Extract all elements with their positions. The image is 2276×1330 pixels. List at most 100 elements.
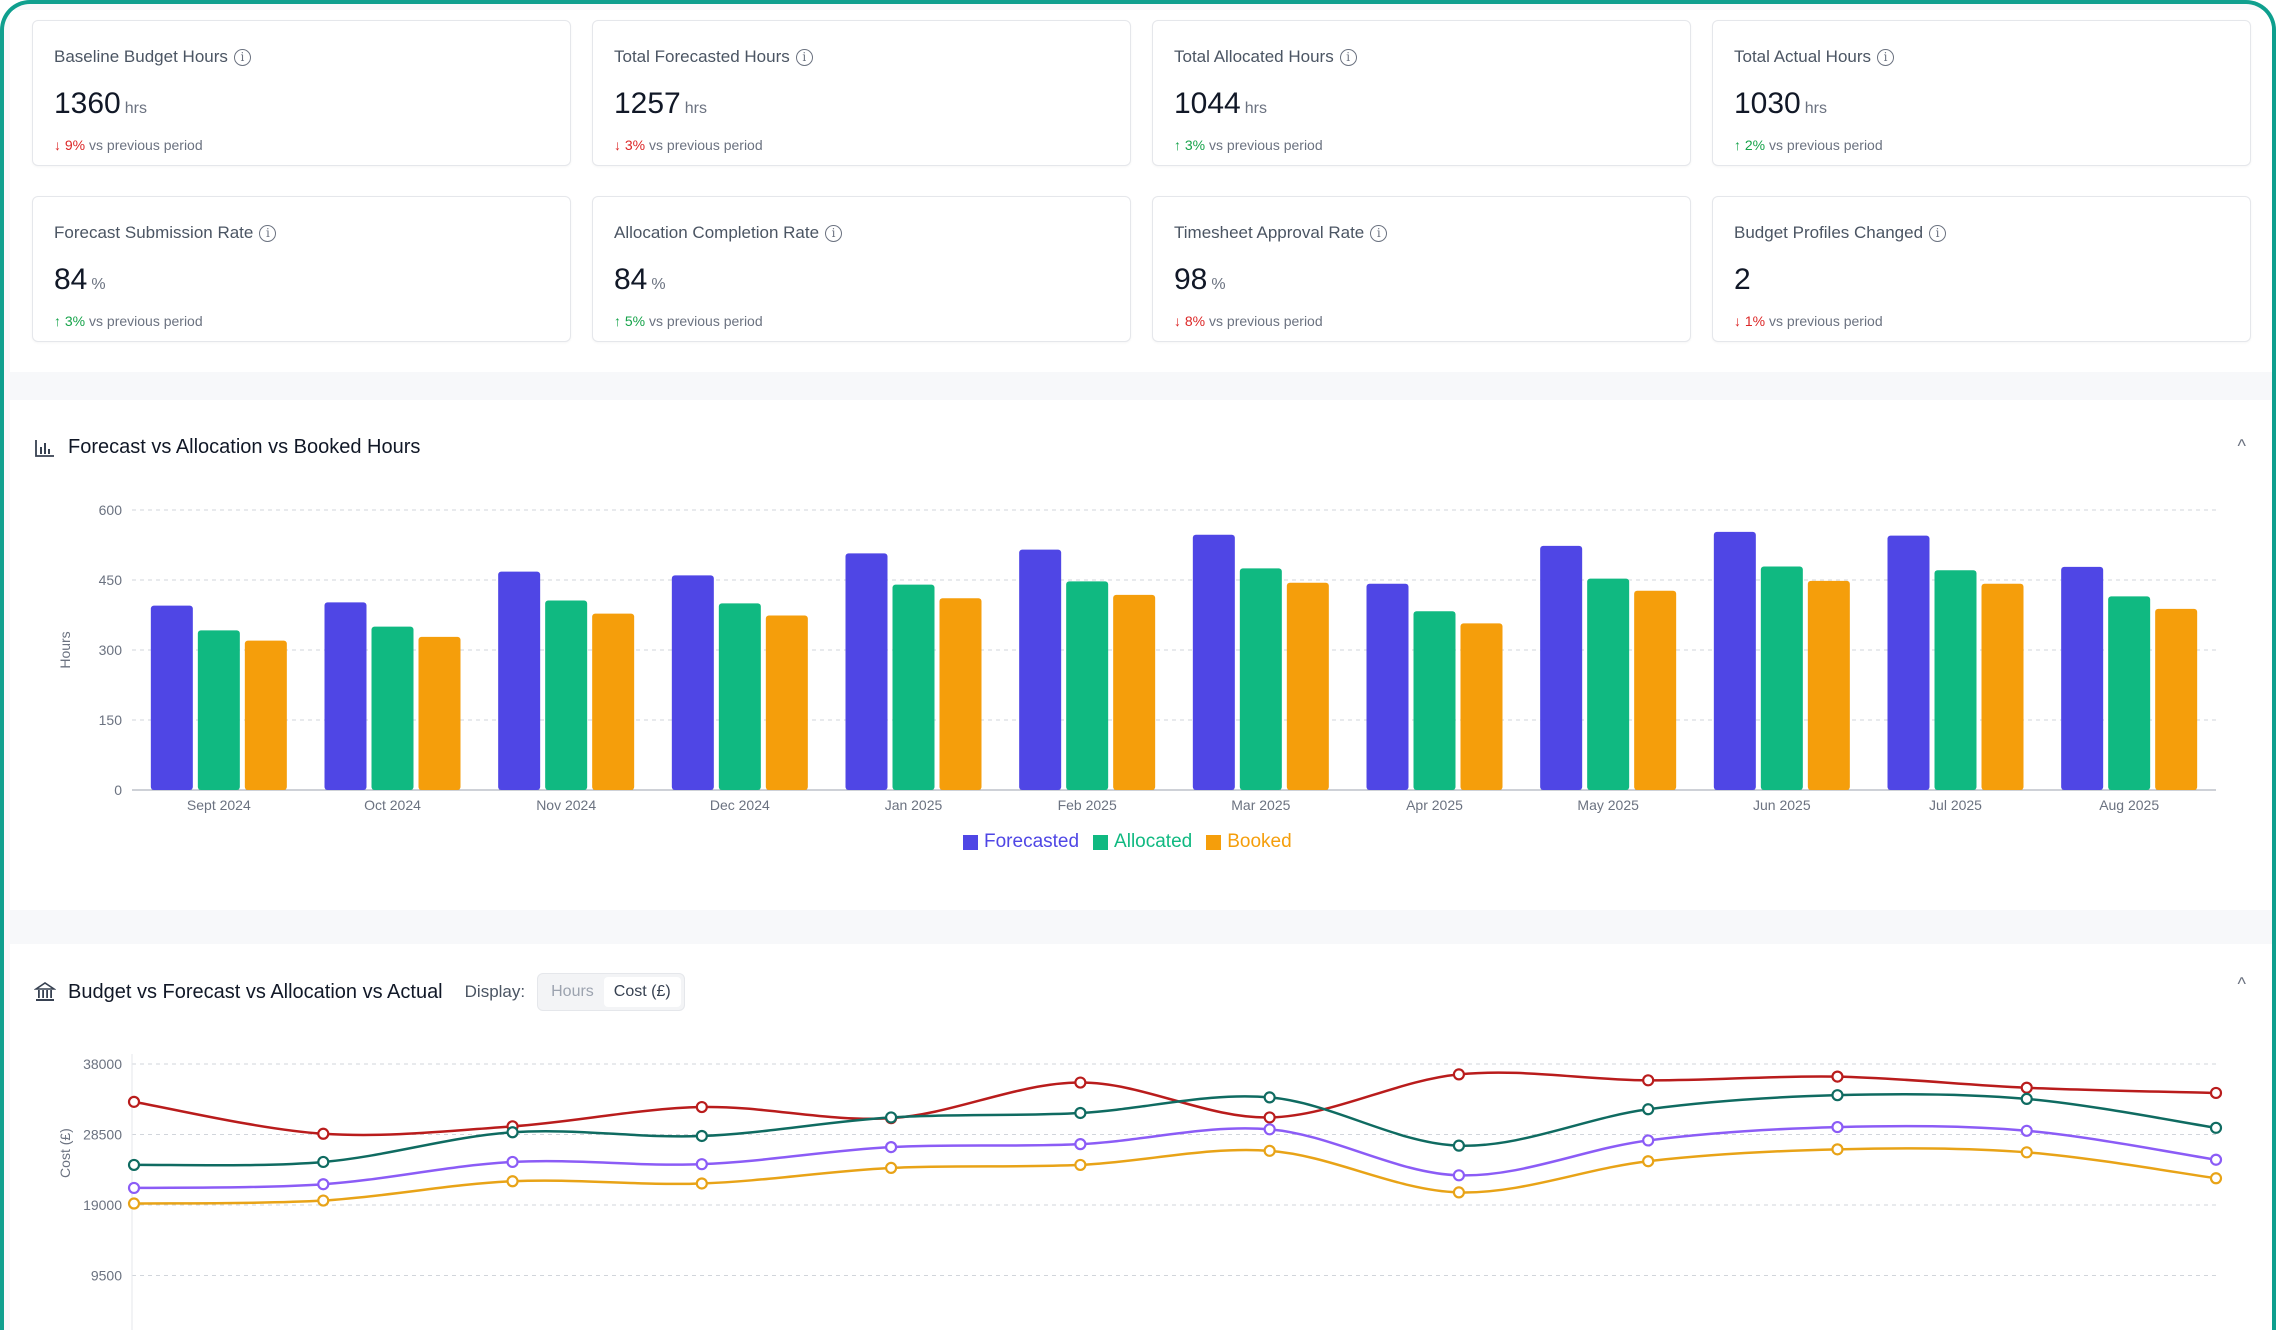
y-tick-label: 300 (99, 642, 123, 658)
kpi-number: 1044 (1174, 87, 1241, 120)
bar-forecasted (150, 605, 193, 790)
y-tick-label: 9500 (91, 1268, 122, 1284)
bar-booked (765, 615, 808, 790)
series-line (133, 1147, 2217, 1205)
data-point (317, 1155, 330, 1169)
collapse-chevron-icon[interactable]: ^ (2237, 974, 2246, 994)
delta-suffix: vs previous period (649, 137, 763, 153)
data-point (884, 1161, 898, 1174)
bar-forecasted (324, 602, 367, 790)
delta-suffix: vs previous period (89, 313, 203, 329)
delta-suffix: vs previous period (89, 137, 203, 153)
toggle-hours[interactable]: Hours (551, 983, 594, 1000)
bar-forecasted (1713, 531, 1756, 790)
data-point (1074, 1138, 1087, 1151)
info-icon[interactable]: i (795, 48, 813, 66)
bar-booked (418, 636, 461, 790)
bar-forecasted (671, 575, 714, 790)
y-tick-label: 150 (99, 712, 123, 728)
collapse-chevron-icon[interactable]: ^ (2237, 436, 2246, 456)
kpi-value: 1044 hrs (1174, 87, 1267, 121)
data-point (695, 1129, 708, 1143)
data-point (695, 1158, 708, 1171)
x-tick-label: May 2025 (1577, 797, 1639, 813)
kpi-number: 1257 (614, 87, 681, 120)
kpi-value: 1030 hrs (1734, 87, 1827, 121)
data-point (884, 1111, 898, 1124)
legend-item-forecasted[interactable]: Forecasted (963, 831, 1079, 853)
y-tick-label: 450 (99, 572, 123, 588)
bar-forecasted (2061, 566, 2104, 790)
data-point (2020, 1146, 2033, 1159)
kpi-label-text: Timesheet Approval Rate (1174, 223, 1365, 242)
data-point (506, 1126, 519, 1139)
delta-percent: 3% (1184, 137, 1206, 153)
kpi-card: Baseline Budget Hours i 1360 hrs ↓ 9% vs pre… (32, 20, 571, 166)
info-icon[interactable]: i (1877, 48, 1895, 66)
bar-allocated (1066, 581, 1109, 790)
bar-allocated (718, 603, 761, 790)
data-point (1831, 1120, 1844, 1134)
info-icon[interactable]: i (1929, 224, 1947, 242)
x-tick-label: Aug 2025 (2099, 797, 2159, 813)
delta-suffix: vs previous period (1769, 137, 1883, 153)
toggle-cost[interactable]: Cost (£) (603, 977, 681, 1007)
data-point (1074, 1076, 1087, 1089)
bar-booked (1634, 590, 1677, 790)
legend-item-booked[interactable]: Booked (1206, 831, 1292, 853)
legend-item-allocated[interactable]: Allocated (1093, 831, 1192, 853)
forecast-allocation-booked-panel: Forecast vs Allocation vs Booked Hours ^… (10, 400, 2272, 910)
series-line (133, 1071, 2217, 1137)
kpi-unit: hrs (124, 100, 147, 117)
kpi-delta: ↑ 2% vs previous period (1734, 137, 1883, 153)
bar-chart-icon (35, 439, 54, 457)
info-icon[interactable]: i (259, 224, 277, 242)
panel-title: Forecast vs Allocation vs Booked Hours (34, 436, 420, 459)
display-label: Display: (464, 982, 526, 1001)
info-icon[interactable]: i (1370, 224, 1388, 242)
info-icon[interactable]: i (233, 48, 251, 66)
bar-allocated (1587, 578, 1630, 790)
delta-percent: 3% (624, 137, 646, 153)
bar-forecasted (1019, 549, 1062, 790)
kpi-label: Forecast Submission Rate i (54, 223, 277, 243)
delta-arrow-icon: ↑ (54, 313, 61, 329)
data-point (2209, 1153, 2223, 1166)
info-icon[interactable]: i (1339, 48, 1357, 66)
delta-suffix: vs previous period (649, 313, 763, 329)
data-point (127, 1181, 141, 1195)
delta-arrow-icon: ↑ (614, 313, 621, 329)
delta-percent: 2% (1744, 137, 1766, 153)
display-toggle: Hours Cost (£) (537, 973, 685, 1011)
x-tick-label: Apr 2025 (1406, 797, 1463, 813)
data-point (317, 1178, 330, 1191)
y-tick-label: 38000 (83, 1056, 122, 1072)
y-tick-label: 0 (114, 782, 122, 798)
data-point (1831, 1089, 1844, 1102)
bar-allocated (2108, 596, 2151, 790)
kpi-unit: hrs (1244, 100, 1267, 117)
data-point (127, 1095, 141, 1108)
legend-label: Forecasted (984, 831, 1080, 852)
y-tick-label: 600 (99, 502, 123, 518)
y-tick-label: 28500 (83, 1127, 122, 1143)
line-chart: 9500 19000 28500 38000 Cost (£) (57, 1054, 2223, 1330)
kpi-card: Timesheet Approval Rate i 98% ↓ 8% vs previ… (1152, 196, 1691, 342)
kpi-label-text: Total Actual Hours (1734, 47, 1872, 66)
data-point (1831, 1070, 1844, 1083)
delta-suffix: vs previous period (1769, 313, 1883, 329)
delta-percent: 8% (1184, 313, 1206, 329)
info-icon[interactable]: i (825, 224, 843, 242)
data-point (1452, 1139, 1466, 1152)
kpi-number: 2 (1734, 263, 1751, 296)
data-point (127, 1197, 141, 1210)
delta-arrow-icon: ↑ (1174, 137, 1181, 153)
kpi-number: 1360 (54, 87, 121, 120)
kpi-value: 1257 hrs (614, 87, 707, 121)
bar-booked (1286, 582, 1329, 790)
data-point (2020, 1124, 2033, 1137)
series-line (133, 1124, 2217, 1190)
delta-suffix: vs previous period (1209, 313, 1323, 329)
kpi-card: Total Allocated Hours i 1044 hrs ↑ 3% vs pre… (1152, 20, 1691, 166)
bar-forecasted (1887, 535, 1930, 790)
